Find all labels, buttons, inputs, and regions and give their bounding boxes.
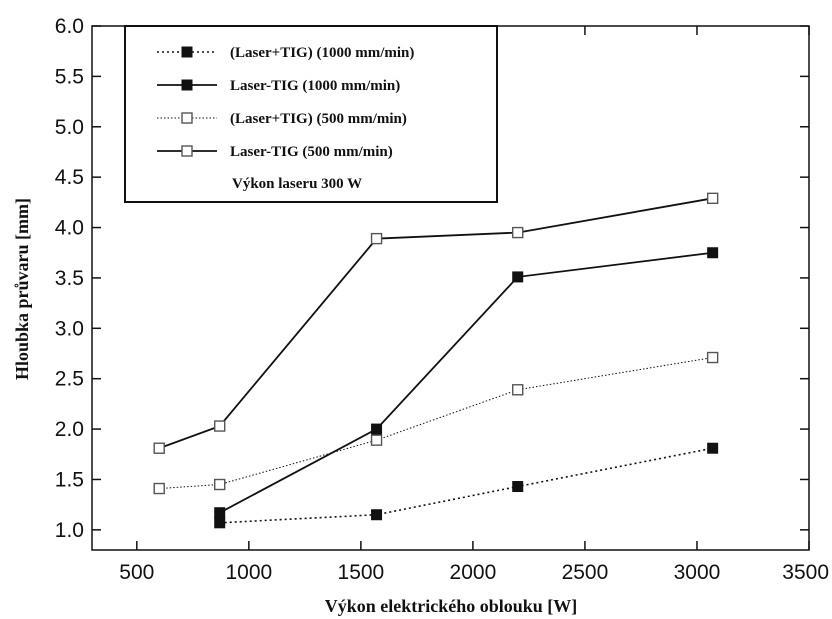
y-tick-label: 6.0 [55,15,84,38]
legend-entry-label: Laser-TIG (500 mm/min) [230,144,393,160]
legend-swatch-marker [181,79,193,91]
legend-entry-label: Laser-TIG (1000 mm/min) [230,78,400,94]
y-tick-label: 3.0 [55,317,84,340]
legend-swatch-marker [181,145,193,157]
data-point-series-1 [371,423,383,435]
data-point-series-3 [153,442,165,454]
series-line-2 [159,357,713,490]
x-tick-label: 500 [119,561,154,584]
legend-swatch-marker [181,46,193,58]
data-point-series-1 [707,247,719,259]
data-point-series-0 [707,442,719,454]
data-point-series-3 [214,420,226,432]
data-point-series-0 [371,509,383,521]
y-tick-label: 1.0 [55,519,84,542]
x-tick-label: 3000 [674,561,721,584]
legend-entry-label: (Laser+TIG) (1000 mm/min) [230,45,414,61]
data-point-series-3 [512,226,524,239]
y-tick-label: 3.5 [55,267,84,290]
data-point-series-3 [370,232,383,245]
y-tick-label: 2.5 [55,368,84,391]
y-axis: 1.0 1.5 2.0 2.5 3.0 3.5 4.0 4.5 5.0 5.5 6.0 [55,15,809,542]
series-line-3 [158,197,713,450]
y-tick-label: 5.5 [55,65,84,88]
y-tick-label: 2.0 [55,418,84,441]
series-line-1 [219,251,713,514]
legend-entry-label: (Laser+TIG) (500 mm/min) [230,111,407,127]
y-tick-label: 1.5 [55,468,84,491]
x-tick-label: 2000 [450,561,497,584]
data-point-series-1 [214,507,226,519]
x-tick-label: 2500 [562,561,609,584]
data-point-series-2 [214,478,226,491]
x-tick-label: 3500 [782,561,829,584]
series-lines [158,197,713,524]
legend-note: Výkon laseru 300 W [232,176,362,192]
series-line-0 [219,447,713,524]
data-point-series-2 [153,482,165,495]
x-tick-label: 1500 [338,561,385,584]
y-tick-label: 5.0 [55,116,84,139]
legend-entries: (Laser+TIG) (1000 mm/min) Laser-TIG (1000… [157,45,414,160]
data-point-series-2 [370,434,383,446]
legend-swatch-marker [181,112,193,124]
x-axis: 500 1000 1500 2000 2500 3000 3500 [119,26,829,584]
series-points [153,192,719,529]
y-axis-label: Hloubka průvaru [mm] [12,198,32,380]
x-tick-label: 1000 [225,561,272,584]
data-point-series-0 [512,481,524,493]
x-axis-label: Výkon elektrického oblouku [W] [325,596,578,616]
data-point-series-2 [512,384,524,396]
data-point-series-3 [706,192,719,205]
legend: (Laser+TIG) (1000 mm/min) Laser-TIG (1000… [124,25,498,203]
y-tick-label: 4.0 [55,217,84,240]
data-point-series-0 [214,517,226,529]
data-point-series-1 [512,271,524,283]
y-tick-label: 4.5 [55,166,84,189]
data-point-series-2 [706,351,719,364]
